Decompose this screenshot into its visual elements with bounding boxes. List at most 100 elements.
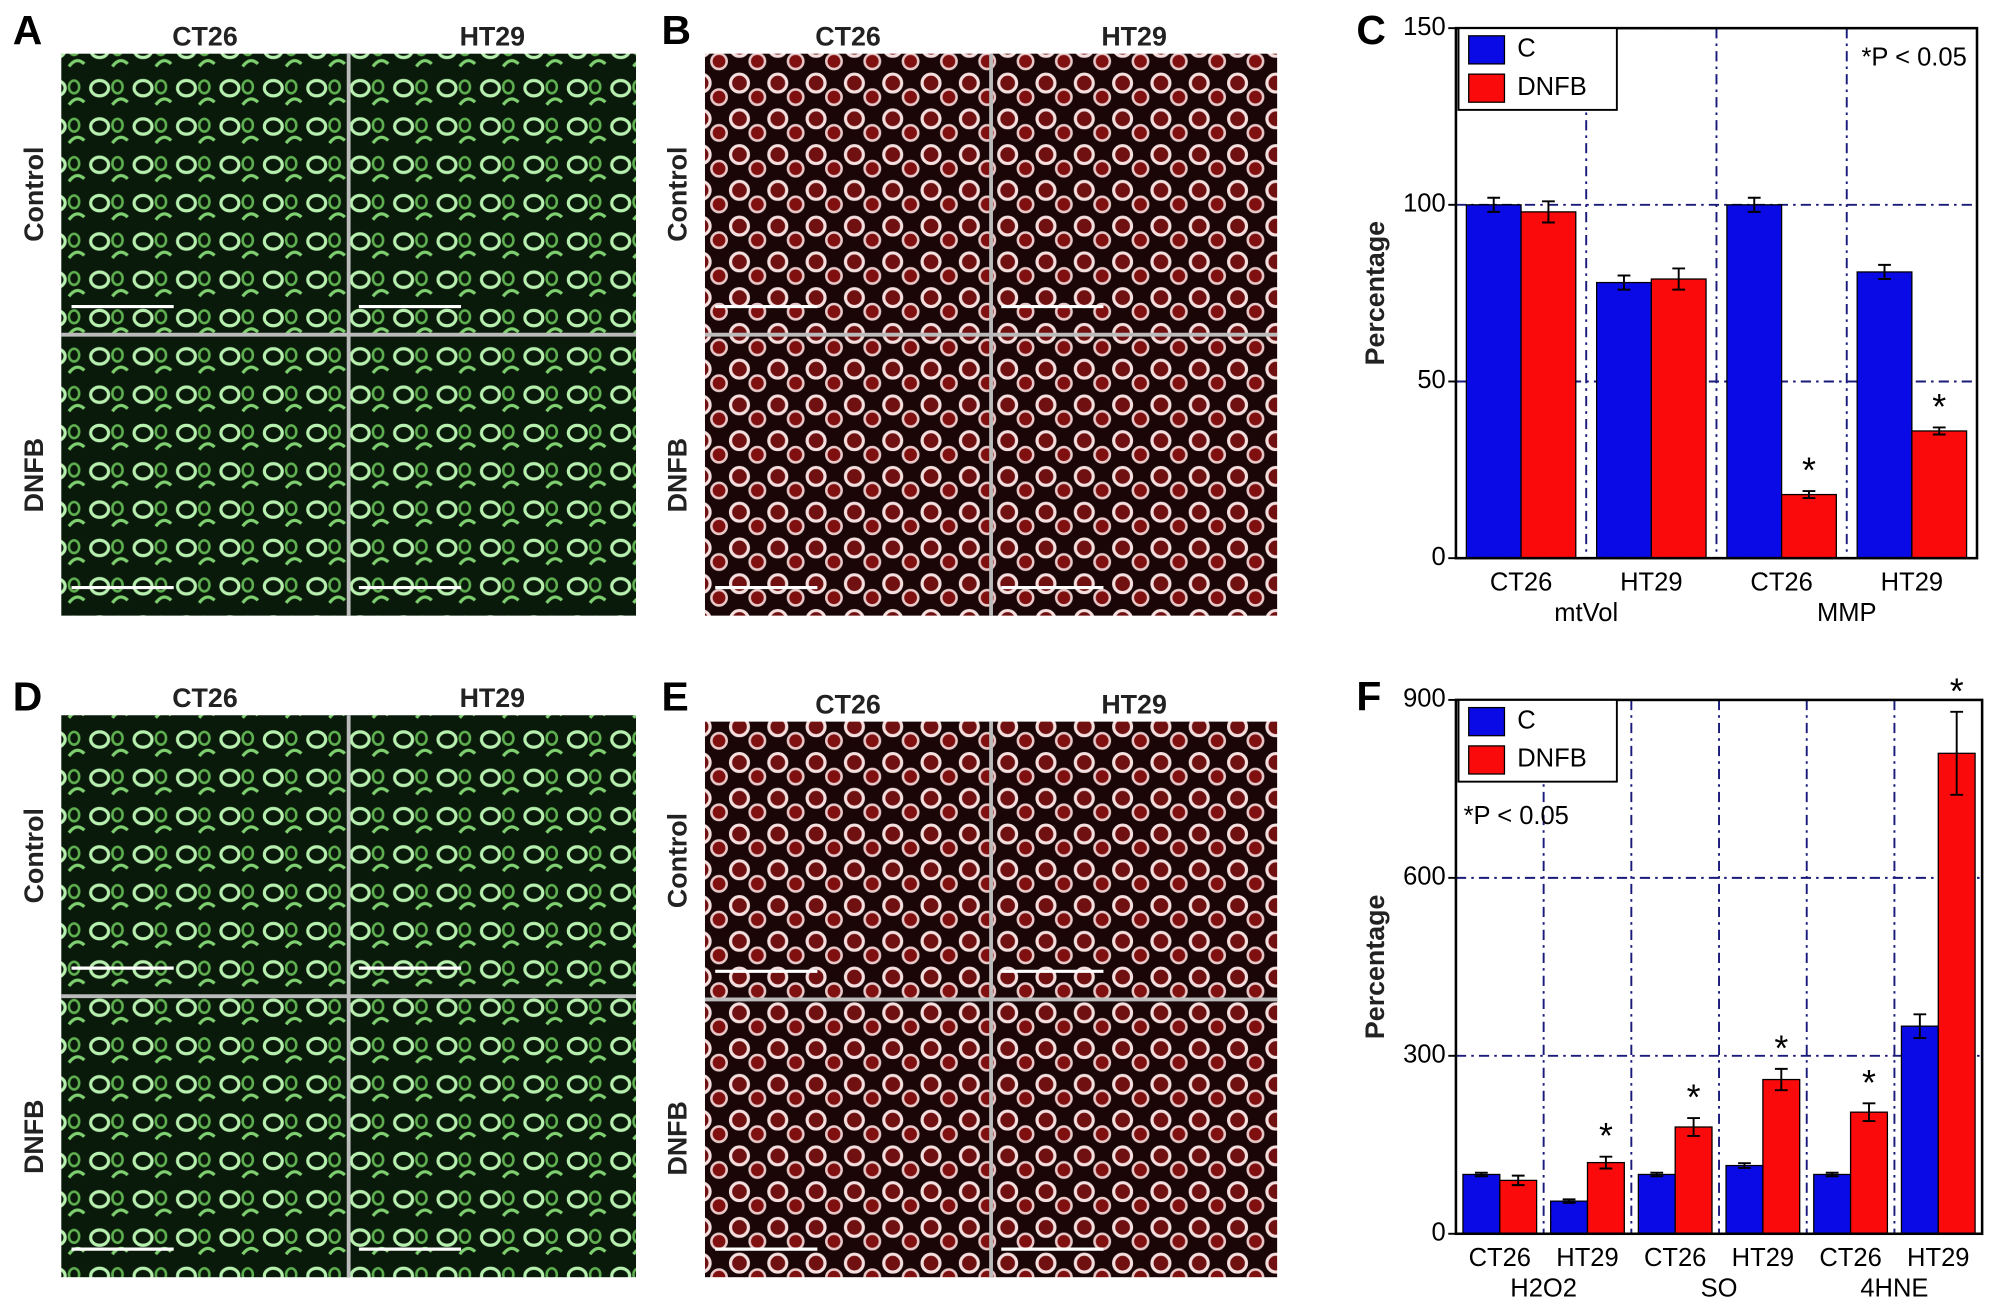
bar [1462,1173,1501,1235]
column-label: HT29 [1101,21,1167,51]
bar [1911,430,1968,559]
significance-label: * [1687,1078,1701,1118]
legend-swatch [1468,35,1506,65]
panel-letter: D [13,674,43,720]
error-bar [1738,1162,1751,1169]
legend-swatch [1468,745,1506,775]
error-bar [1913,1013,1927,1039]
error-bar [1878,263,1891,280]
row-label: Control [663,813,693,908]
bar [1849,1111,1889,1235]
panel-letter: C [1356,7,1386,53]
error-bar [1487,196,1501,213]
x-tick-label: HT29 [1881,568,1943,596]
bar [1520,211,1577,559]
group-label: MMP [1817,599,1877,627]
bar [1550,1200,1589,1235]
legend-label: C [1517,35,1535,63]
error-bar [1542,200,1555,224]
legend-label: DNFB [1517,73,1587,101]
bar [1650,278,1707,559]
x-tick-label: HT29 [1620,568,1682,596]
error-bar [1950,710,1964,796]
bar [1813,1173,1852,1235]
column-label: HT29 [460,21,526,51]
significance-label: * [1932,387,1946,427]
error-bar [1774,1067,1788,1092]
y-tick-label: 100 [1403,190,1446,218]
bar [1499,1179,1538,1235]
bar [1856,271,1913,559]
plot-frame [1454,698,1984,1236]
error-bar [1802,490,1816,500]
row-label: DNFB [19,1099,49,1173]
x-tick-label: CT26 [1644,1244,1706,1272]
significance-label: * [1950,671,1964,711]
y-tick-label: 0 [1432,1219,1446,1247]
significance-label: * [1862,1063,1876,1103]
y-tick-label: 50 [1417,366,1445,394]
bar [1937,752,1976,1235]
x-tick-label: HT29 [1907,1244,1969,1272]
row-label: DNFB [19,438,49,512]
error-bar [1474,1171,1488,1178]
error-bar [1599,1155,1613,1170]
row-label: DNFB [663,438,693,512]
legend-swatch [1468,706,1506,737]
panel-letter: B [662,7,692,53]
row-label: Control [19,808,49,903]
bar [1762,1078,1801,1235]
bar [1637,1173,1676,1235]
y-tick-label: 150 [1403,13,1446,41]
bar [1586,1161,1625,1235]
plot-frame [1454,26,1979,560]
y-axis-label: Percentage [1360,895,1390,1039]
x-tick-label: CT26 [1490,568,1552,596]
error-bar [1650,1171,1664,1178]
column-label: CT26 [815,689,881,719]
row-label: DNFB [663,1101,693,1175]
column-label: HT29 [1101,689,1167,719]
column-label: CT26 [172,21,238,51]
x-tick-label: CT26 [1819,1244,1881,1272]
bar [1674,1126,1713,1235]
error-bar [1672,267,1686,291]
group-label: SO [1701,1275,1738,1303]
error-bar [1932,426,1946,436]
y-axis-label: Percentage [1360,221,1390,365]
annotation: *P < 0.05 [1464,802,1569,830]
group-label: mtVol [1554,599,1618,627]
significance-label: * [1802,451,1816,491]
bar [1726,204,1783,559]
legend-swatch [1468,73,1506,103]
bar [1900,1025,1939,1235]
x-tick-label: CT26 [1750,568,1812,596]
y-tick-label: 0 [1432,543,1446,571]
error-bar [1617,274,1631,291]
panel-letter: F [1356,674,1381,720]
error-bar [1747,196,1761,213]
x-tick-label: HT29 [1732,1244,1794,1272]
error-bar [1562,1198,1576,1204]
x-tick-label: HT29 [1556,1244,1618,1272]
panel-letter: E [662,674,689,720]
column-label: CT26 [815,21,881,51]
group-label: H2O2 [1510,1275,1577,1303]
legend-label: C [1517,706,1535,734]
y-tick-label: 600 [1403,863,1446,891]
legend-label: DNFB [1517,745,1587,773]
significance-label: * [1774,1028,1788,1068]
row-label: Control [663,147,693,242]
bar [1780,493,1837,559]
group-label: 4HNE [1860,1275,1928,1303]
bar [1725,1164,1764,1235]
panel-letter: A [13,7,43,53]
row-label: Control [19,147,49,242]
bar [1595,281,1652,559]
y-tick-label: 300 [1403,1041,1446,1069]
error-bar [1511,1174,1525,1187]
error-bar [1825,1171,1839,1178]
bar [1465,204,1522,559]
